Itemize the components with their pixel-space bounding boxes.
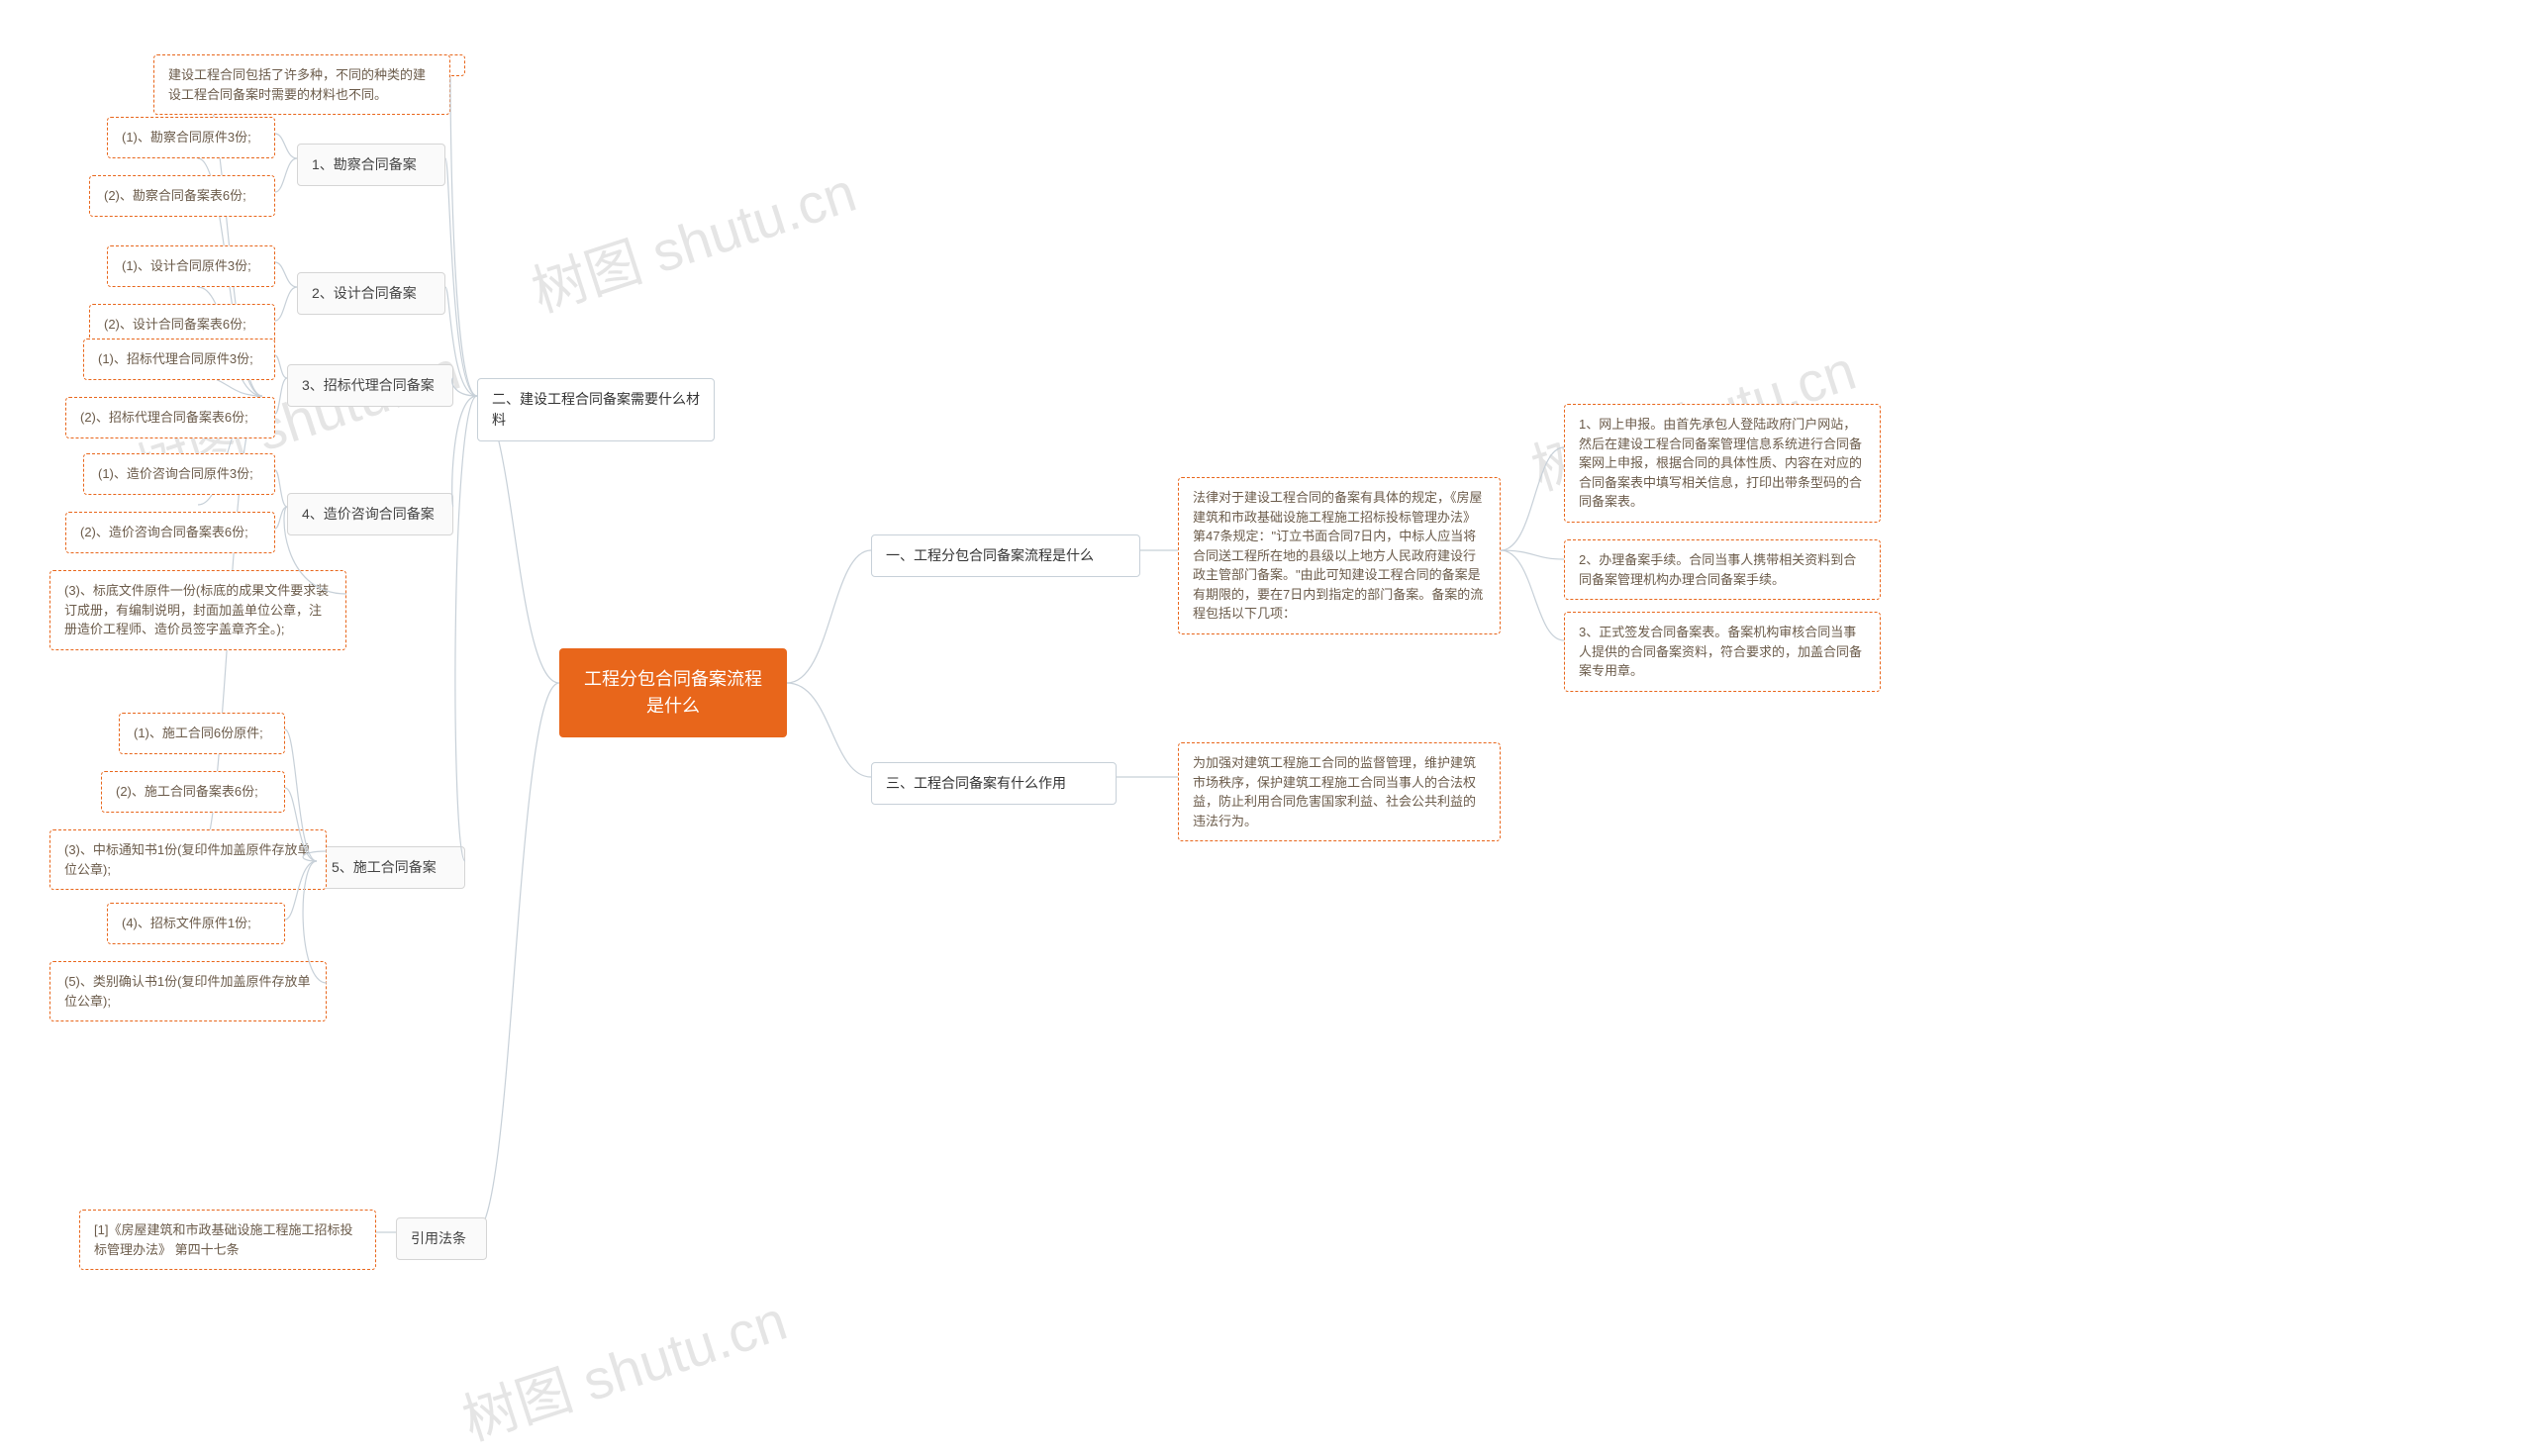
group-5-item-2-text: (2)、施工合同备案表6份; — [116, 784, 258, 799]
group-5-title: 5、施工合同备案 — [317, 846, 465, 889]
group-3-item-1: (1)、招标代理合同原件3份; — [83, 339, 275, 380]
group-1-title-text: 1、勘察合同备案 — [312, 156, 417, 172]
connector-lines-left — [0, 0, 2534, 1373]
branch-1-item-3: 3、正式签发合同备案表。备案机构审核合同当事人提供的合同备案资料，符合要求的，加… — [1564, 612, 1881, 692]
connector-lines — [0, 0, 2534, 1373]
group-1-item-2-text: (2)、勘察合同备案表6份; — [104, 188, 246, 203]
branch-ref-item-text: [1]《房屋建筑和市政基础设施工程施工招标投标管理办法》 第四十七条 — [94, 1222, 352, 1257]
branch-1-item-2-text: 2、办理备案手续。合同当事人携带相关资料到合同备案管理机构办理合同备案手续。 — [1579, 552, 1856, 587]
branch-3-desc: 为加强对建筑工程施工合同的监督管理，维护建筑市场秩序，保护建筑工程施工合同当事人… — [1178, 742, 1501, 841]
group-2-title: 2、设计合同备案 — [297, 272, 445, 315]
group-3-title: 3、招标代理合同备案 — [287, 364, 453, 407]
group-2-title-text: 2、设计合同备案 — [312, 285, 417, 301]
group-1-item-1: (1)、勘察合同原件3份; — [107, 117, 275, 158]
group-5-item-4-text: (4)、招标文件原件1份; — [122, 916, 251, 930]
branch-2-intro: 建设工程合同包括了许多种，不同的种类的建设工程合同备案时需要的材料也不同。 — [153, 54, 450, 115]
root-node: 工程分包合同备案流程是什么 — [559, 648, 787, 737]
branch-1-desc: 法律对于建设工程合同的备案有具体的规定，《房屋建筑和市政基础设施工程施工招标投标… — [1178, 477, 1501, 634]
branch-1: 一、工程分包合同备案流程是什么 — [871, 534, 1140, 577]
group-5-item-5-text: (5)、类别确认书1份(复印件加盖原件存放单位公章); — [64, 974, 310, 1009]
group-4-item-3-text: (3)、标底文件原件一份(标底的成果文件要求装订成册，有编制说明，封面加盖单位公… — [64, 583, 329, 636]
group-5-title-text: 5、施工合同备案 — [332, 859, 437, 875]
group-1-title: 1、勘察合同备案 — [297, 144, 445, 186]
branch-2: 二、建设工程合同备案需要什么材料 — [477, 378, 715, 441]
group-2-item-1: (1)、设计合同原件3份; — [107, 245, 275, 287]
branch-1-item-3-text: 3、正式签发合同备案表。备案机构审核合同当事人提供的合同备案资料，符合要求的，加… — [1579, 625, 1862, 678]
watermark: 树图 shutu.cn — [521, 148, 865, 329]
group-5-item-2: (2)、施工合同备案表6份; — [101, 771, 285, 813]
group-1-item-1-text: (1)、勘察合同原件3份; — [122, 130, 251, 145]
branch-3-label: 三、工程合同备案有什么作用 — [886, 775, 1066, 791]
group-5-item-1-text: (1)、施工合同6份原件; — [134, 726, 263, 740]
group-3-title-text: 3、招标代理合同备案 — [302, 377, 435, 393]
group-5-item-1: (1)、施工合同6份原件; — [119, 713, 285, 754]
group-2-item-1-text: (1)、设计合同原件3份; — [122, 258, 251, 273]
branch-3-desc-text: 为加强对建筑工程施工合同的监督管理，维护建筑市场秩序，保护建筑工程施工合同当事人… — [1193, 755, 1476, 828]
branch-1-item-1-text: 1、网上申报。由首先承包人登陆政府门户网站，然后在建设工程合同备案管理信息系统进… — [1579, 417, 1862, 509]
group-4-title: 4、造价咨询合同备案 — [287, 493, 453, 535]
branch-1-item-2: 2、办理备案手续。合同当事人携带相关资料到合同备案管理机构办理合同备案手续。 — [1564, 539, 1881, 600]
branch-ref-item: [1]《房屋建筑和市政基础设施工程施工招标投标管理办法》 第四十七条 — [79, 1210, 376, 1270]
group-3-item-2: (2)、招标代理合同备案表6份; — [65, 397, 275, 438]
branch-1-label: 一、工程分包合同备案流程是什么 — [886, 547, 1094, 563]
branch-ref-label: 引用法条 — [411, 1230, 466, 1246]
group-4-item-1: (1)、造价咨询合同原件3份; — [83, 453, 275, 495]
branch-2-label: 二、建设工程合同备案需要什么材料 — [492, 391, 700, 428]
group-2-item-2-text: (2)、设计合同备案表6份; — [104, 317, 246, 332]
group-1-item-2: (2)、勘察合同备案表6份; — [89, 175, 275, 217]
group-5-item-3: (3)、中标通知书1份(复印件加盖原件存放单位公章); — [49, 829, 327, 890]
branch-3: 三、工程合同备案有什么作用 — [871, 762, 1117, 805]
branch-1-item-1: 1、网上申报。由首先承包人登陆政府门户网站，然后在建设工程合同备案管理信息系统进… — [1564, 404, 1881, 523]
group-4-item-3: (3)、标底文件原件一份(标底的成果文件要求装订成册，有编制说明，封面加盖单位公… — [49, 570, 346, 650]
group-3-item-1-text: (1)、招标代理合同原件3份; — [98, 351, 253, 366]
branch-1-desc-text: 法律对于建设工程合同的备案有具体的规定，《房屋建筑和市政基础设施工程施工招标投标… — [1193, 490, 1483, 621]
branch-ref: 引用法条 — [396, 1217, 487, 1260]
watermark: 树图 shutu.cn — [451, 1277, 796, 1456]
group-4-item-1-text: (1)、造价咨询合同原件3份; — [98, 466, 253, 481]
group-4-item-2-text: (2)、造价咨询合同备案表6份; — [80, 525, 248, 539]
group-3-item-2-text: (2)、招标代理合同备案表6份; — [80, 410, 248, 425]
group-4-item-2: (2)、造价咨询合同备案表6份; — [65, 512, 275, 553]
group-5-item-4: (4)、招标文件原件1份; — [107, 903, 285, 944]
branch-2-intro-text: 建设工程合同包括了许多种，不同的种类的建设工程合同备案时需要的材料也不同。 — [168, 67, 426, 102]
root-text: 工程分包合同备案流程是什么 — [584, 669, 762, 716]
group-4-title-text: 4、造价咨询合同备案 — [302, 506, 435, 522]
group-5-item-3-text: (3)、中标通知书1份(复印件加盖原件存放单位公章); — [64, 842, 310, 877]
group-5-item-5: (5)、类别确认书1份(复印件加盖原件存放单位公章); — [49, 961, 327, 1021]
mindmap-canvas: 树图 shutu.cn 树图 shutu.cn 树图 shutu.cn 树图 s… — [0, 0, 2534, 1373]
